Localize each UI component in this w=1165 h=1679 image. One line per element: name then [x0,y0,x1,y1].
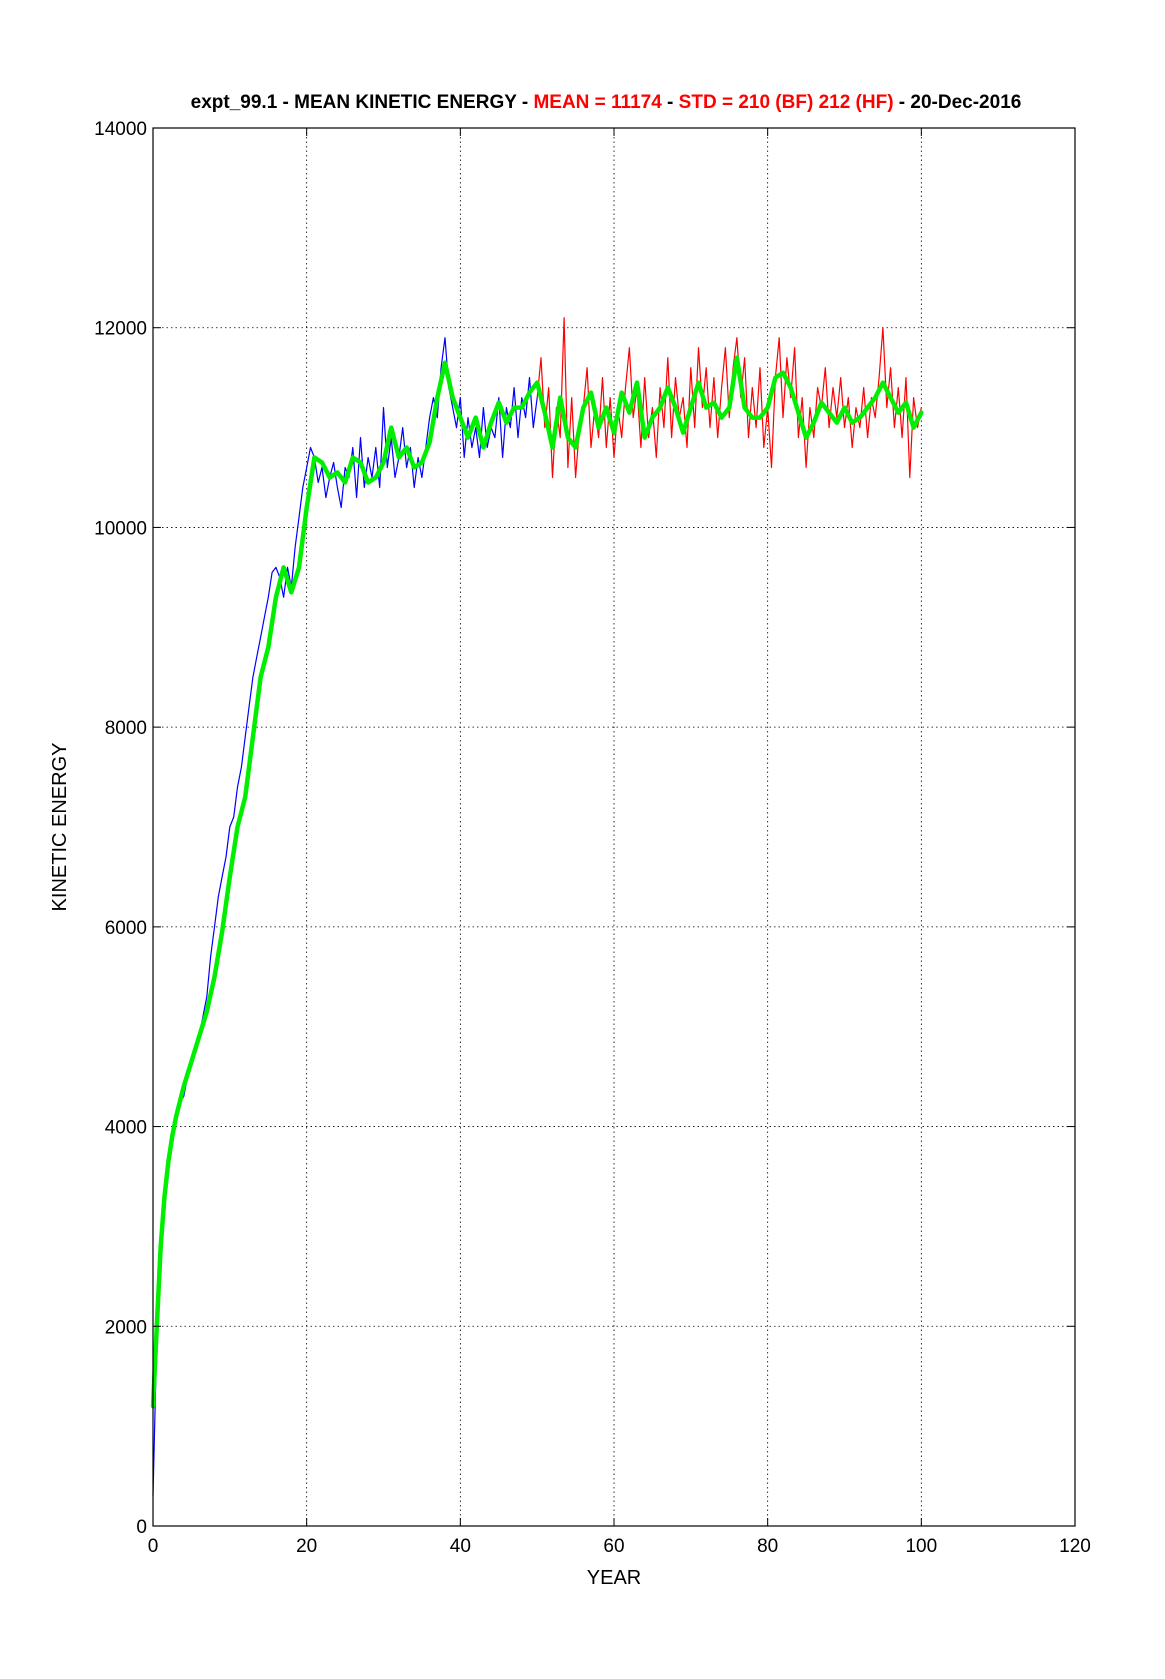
y-tick-label: 4000 [105,1118,147,1139]
series-red-line [536,317,922,479]
x-tick-label: 60 [603,1536,624,1557]
chart-title: expt_99.1 - MEAN KINETIC ENERGY - MEAN =… [191,92,1022,113]
x-tick-label: 80 [757,1536,778,1557]
y-tick-label: 14000 [94,119,147,140]
x-tick-label: 40 [450,1536,471,1557]
x-tick-label: 100 [905,1536,937,1557]
title-mean: MEAN = 11174 [533,92,662,113]
y-axis-label: KINETIC ENERGY [49,743,71,912]
y-tick-label: 0 [136,1517,147,1538]
x-tick-label: 120 [1059,1536,1091,1557]
y-tick-label: 2000 [105,1317,147,1338]
title-std: STD = 210 (BF) 212 (HF) [679,92,894,113]
axis-ticks: 0 20 40 60 80 100 120 0 2000 4000 6000 8000 10000 120… [94,119,1091,1557]
title-separator: - [662,92,679,113]
x-tick-label: 20 [296,1536,317,1557]
y-tick-label: 8000 [105,718,147,739]
y-tick-label: 10000 [94,518,147,539]
x-axis-label: YEAR [587,1567,641,1589]
y-tick-label: 6000 [105,918,147,939]
series-green-smoothed-line [150,355,924,1409]
title-date: - 20-Dec-2016 [894,92,1022,113]
x-tick-label: 0 [148,1536,159,1557]
title-prefix: expt_99.1 - MEAN KINETIC ENERGY - [191,92,534,113]
data-series [150,317,924,1497]
series-blue-line [152,337,538,1497]
grid-lines [153,128,1075,1526]
y-tick-label: 12000 [94,319,147,340]
